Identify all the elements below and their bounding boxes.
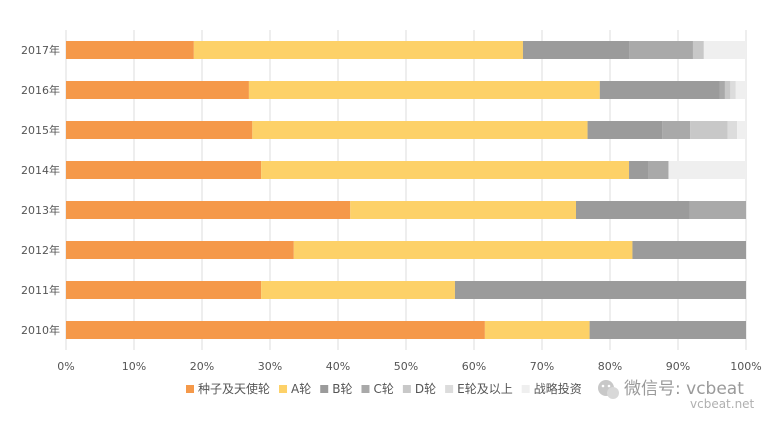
legend-label: C轮 [373, 382, 393, 396]
bar-segment [66, 161, 262, 179]
y-tick-label: 2016年 [21, 83, 60, 97]
x-tick-label: 40% [326, 360, 350, 373]
bar-segment [735, 81, 746, 99]
gridlines [65, 30, 747, 350]
x-tick-label: 30% [258, 360, 282, 373]
x-tick-label: 50% [394, 360, 418, 373]
bar-segment [730, 81, 736, 99]
legend-swatch [445, 385, 454, 393]
watermark: 微信号: vcbeat vcbeat.net [598, 379, 755, 411]
bar-segment [350, 201, 576, 219]
bar-segment [66, 281, 262, 299]
x-tick-label: 0% [57, 360, 74, 373]
bar-segment [632, 241, 746, 259]
x-tick-label: 70% [530, 360, 554, 373]
bar-segment [727, 121, 738, 139]
bar-segment [261, 161, 630, 179]
y-tick-label: 2012年 [21, 243, 60, 257]
bar-segment [66, 81, 249, 99]
legend-swatch [279, 385, 288, 393]
bar-segment [719, 81, 725, 99]
x-tick-label: 60% [462, 360, 486, 373]
legend: 种子及天使轮 A轮 B轮 C轮 D轮 E轮及以上 战略投资 [186, 381, 582, 396]
bar-segment [703, 41, 746, 59]
bar-segment [737, 121, 746, 139]
bar-segment [66, 41, 194, 59]
bar-segment [724, 81, 731, 99]
bar-segment [629, 161, 649, 179]
y-tick-label: 2017年 [21, 43, 60, 57]
legend-label: 种子及天使轮 [198, 381, 270, 396]
legend-label: A轮 [291, 382, 311, 396]
bar-segment [629, 41, 693, 59]
y-tick-label: 2010年 [21, 323, 60, 337]
bar-segment [692, 41, 704, 59]
legend-label: D轮 [415, 382, 436, 396]
bar-segment [293, 241, 633, 259]
bar-segment [248, 81, 600, 99]
legend-swatch [320, 385, 329, 393]
bar-segment [193, 41, 523, 59]
bar-segment [668, 161, 746, 179]
bar-segment [66, 241, 294, 259]
bar-segment [66, 201, 351, 219]
legend-swatch [361, 385, 370, 393]
bar-segment [690, 121, 728, 139]
bar-segment [576, 201, 690, 219]
x-tick-label: 20% [190, 360, 214, 373]
watermark-text: 微信号: vcbeat [624, 379, 744, 399]
bar-segment [252, 121, 588, 139]
legend-label: 战略投资 [534, 381, 582, 396]
y-tick-label: 2011年 [21, 283, 60, 297]
bar-segment [648, 161, 669, 179]
x-tick-label: 90% [666, 360, 690, 373]
wechat-icon [598, 380, 619, 399]
bar-segment [662, 121, 691, 139]
bar-segment [261, 281, 455, 299]
y-tick-label: 2013年 [21, 203, 60, 217]
watermark-url: vcbeat.net [690, 397, 755, 411]
x-tick-label: 80% [598, 360, 622, 373]
bar-segment [522, 41, 630, 59]
y-axis-labels: 2017年 2016年 2015年 2014年 2013年 2012年 2011年 2010年 [21, 43, 60, 337]
bar-segment [484, 321, 590, 339]
legend-label: B轮 [332, 382, 352, 396]
bar-segment [66, 321, 485, 339]
y-tick-label: 2015年 [21, 123, 60, 137]
bar-segment [689, 201, 746, 219]
legend-swatch [186, 385, 194, 393]
x-tick-label: 10% [122, 360, 146, 373]
bar-segment [587, 121, 663, 139]
legend-swatch [402, 385, 411, 393]
x-axis-labels: 0% 10% 20% 30% 40% 50% 60% 70% 80% 90% 100% [57, 360, 761, 373]
bars [66, 41, 746, 339]
legend-label: E轮及以上 [457, 382, 513, 396]
bar-segment [599, 81, 720, 99]
y-tick-label: 2014年 [21, 163, 60, 177]
legend-swatch [521, 385, 530, 393]
bar-segment [589, 321, 746, 339]
x-tick-label: 100% [730, 360, 761, 373]
bar-segment [454, 281, 746, 299]
bar-segment [66, 121, 253, 139]
